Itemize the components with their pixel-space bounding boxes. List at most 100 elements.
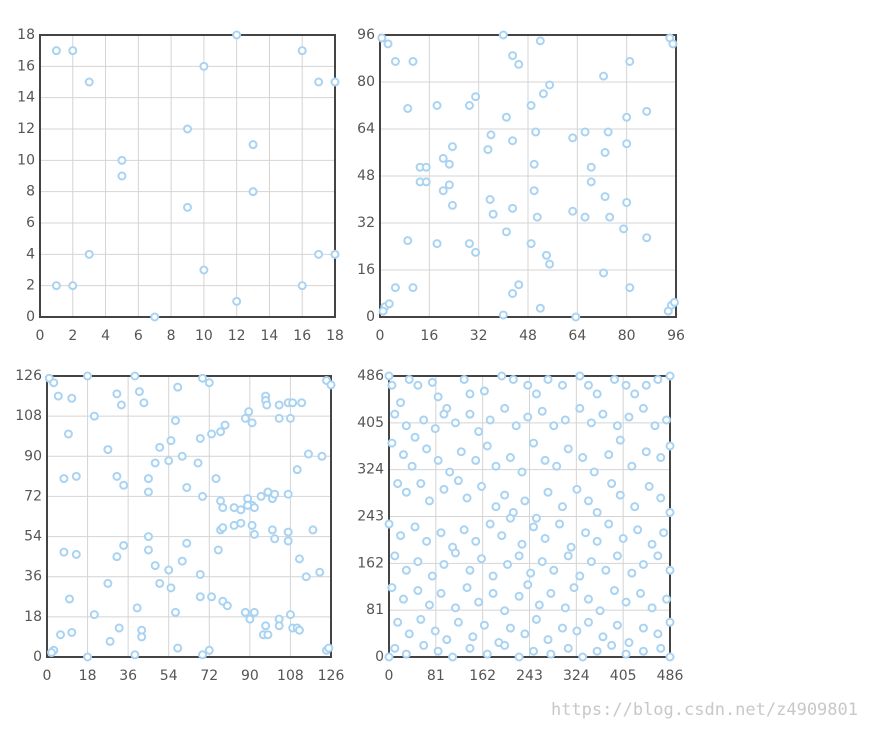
- point: [143, 545, 153, 555]
- chart: 0 2 4 6 8 10 12 14 16 18 0 2 4 6 8 10 12 14 16 18: [17, 27, 344, 344]
- point: [508, 51, 518, 61]
- point: [575, 371, 585, 381]
- point: [248, 187, 258, 197]
- point: [641, 380, 651, 390]
- point: [537, 557, 547, 567]
- point: [301, 572, 311, 582]
- point: [618, 533, 628, 543]
- point: [419, 415, 429, 425]
- point: [647, 539, 657, 549]
- point: [668, 39, 678, 49]
- point: [198, 650, 208, 660]
- y-tick-label: 0: [26, 309, 35, 325]
- y-tick-label: 12: [17, 121, 35, 137]
- point: [413, 557, 423, 567]
- point: [549, 565, 559, 575]
- point: [612, 551, 622, 561]
- point: [508, 289, 518, 298]
- point: [607, 640, 617, 650]
- point: [497, 371, 507, 381]
- point: [638, 403, 648, 413]
- point: [450, 418, 460, 428]
- point: [103, 578, 113, 588]
- point: [71, 549, 81, 559]
- point: [51, 46, 61, 56]
- point: [53, 391, 63, 401]
- point: [479, 386, 489, 396]
- point: [182, 538, 192, 548]
- point: [471, 455, 481, 465]
- point: [586, 557, 596, 567]
- point: [256, 491, 266, 501]
- point: [84, 249, 94, 259]
- point: [592, 389, 602, 399]
- point: [523, 412, 533, 422]
- point: [403, 236, 413, 246]
- point: [47, 648, 57, 658]
- point: [218, 503, 228, 513]
- point: [563, 643, 573, 653]
- point: [421, 162, 431, 172]
- point: [119, 540, 129, 550]
- point: [514, 59, 524, 69]
- y-tick-label: 36: [24, 569, 42, 585]
- point: [89, 411, 99, 421]
- point: [384, 652, 394, 662]
- y-tick-label: 18: [24, 609, 42, 625]
- point: [653, 551, 663, 561]
- point: [656, 453, 666, 463]
- point: [143, 532, 153, 542]
- point: [508, 374, 518, 384]
- chart: 0 81 162 243 324 405 486 0 81 162 243 324 405 486: [357, 368, 683, 684]
- point: [540, 533, 550, 543]
- point: [456, 447, 466, 457]
- point: [401, 565, 411, 575]
- point: [526, 239, 536, 249]
- point: [183, 124, 192, 134]
- point: [330, 77, 340, 87]
- point: [398, 594, 408, 604]
- point: [464, 101, 474, 110]
- point: [665, 565, 675, 575]
- point: [624, 638, 634, 648]
- point: [262, 400, 272, 410]
- point: [531, 614, 541, 624]
- point: [207, 429, 217, 439]
- point: [330, 249, 340, 259]
- point: [387, 583, 397, 593]
- plot-frame: [46, 375, 332, 658]
- point: [622, 139, 632, 149]
- point: [130, 371, 140, 381]
- point: [462, 583, 472, 593]
- point: [410, 432, 420, 442]
- y-tick-label: 126: [15, 368, 42, 384]
- point: [485, 415, 495, 425]
- point: [665, 617, 675, 627]
- y-tick-label: 14: [17, 90, 35, 106]
- point: [448, 652, 458, 662]
- point: [283, 536, 293, 546]
- point: [581, 528, 591, 538]
- point: [665, 371, 675, 381]
- chart: 0 18 36 54 72 90 108 126 0 18 36 54 72 90 108 126: [15, 368, 344, 684]
- point: [401, 421, 411, 431]
- point: [416, 614, 426, 624]
- point: [393, 617, 403, 627]
- watermark: https://blog.csdn.net/z4909801: [551, 700, 858, 720]
- point: [471, 536, 481, 546]
- y-tick-label: 8: [26, 184, 35, 200]
- point: [560, 415, 570, 425]
- point: [592, 536, 602, 546]
- y-tick-label: 0: [33, 649, 42, 665]
- point: [505, 623, 515, 633]
- point: [116, 400, 126, 410]
- point: [592, 646, 602, 656]
- y-tick-label: 405: [357, 415, 384, 431]
- point: [477, 481, 487, 491]
- point: [586, 162, 596, 172]
- point: [408, 56, 418, 66]
- point: [662, 594, 672, 604]
- point: [599, 268, 609, 278]
- point: [503, 559, 513, 569]
